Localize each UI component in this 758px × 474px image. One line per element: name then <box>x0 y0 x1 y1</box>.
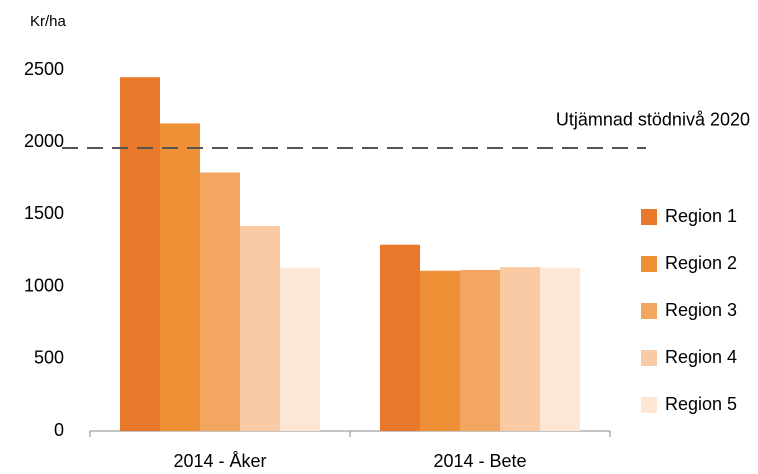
y-tick-label: 500 <box>34 348 64 368</box>
legend-swatch <box>641 303 657 319</box>
bar <box>160 123 200 431</box>
legend-label: Region 1 <box>665 206 737 226</box>
legend-swatch <box>641 397 657 413</box>
bar <box>240 225 280 431</box>
y-tick-label: 2000 <box>24 131 64 151</box>
bar <box>420 270 460 431</box>
reference-label: Utjämnad stödnivå 2020 <box>556 110 750 130</box>
legend-swatch <box>641 256 657 272</box>
x-tick-label: 2014 - Bete <box>433 451 526 471</box>
x-tick-label: 2014 - Åker <box>173 451 266 471</box>
bar <box>380 244 420 431</box>
y-tick-label: 0 <box>54 420 64 440</box>
y-axis-label: Kr/ha <box>30 13 67 30</box>
legend-label: Region 2 <box>665 253 737 273</box>
legend-label: Region 4 <box>665 347 737 367</box>
y-tick-label: 1500 <box>24 203 64 223</box>
bar <box>500 267 540 431</box>
legend-swatch <box>641 209 657 225</box>
bar <box>540 267 580 431</box>
bar <box>460 269 500 431</box>
y-tick-label: 2500 <box>24 59 64 79</box>
legend-label: Region 5 <box>665 394 737 414</box>
legend-label: Region 3 <box>665 300 737 320</box>
bar <box>280 267 320 431</box>
y-tick-label: 1000 <box>24 275 64 295</box>
bar <box>200 172 240 432</box>
legend-swatch <box>641 350 657 366</box>
bar <box>120 77 160 431</box>
